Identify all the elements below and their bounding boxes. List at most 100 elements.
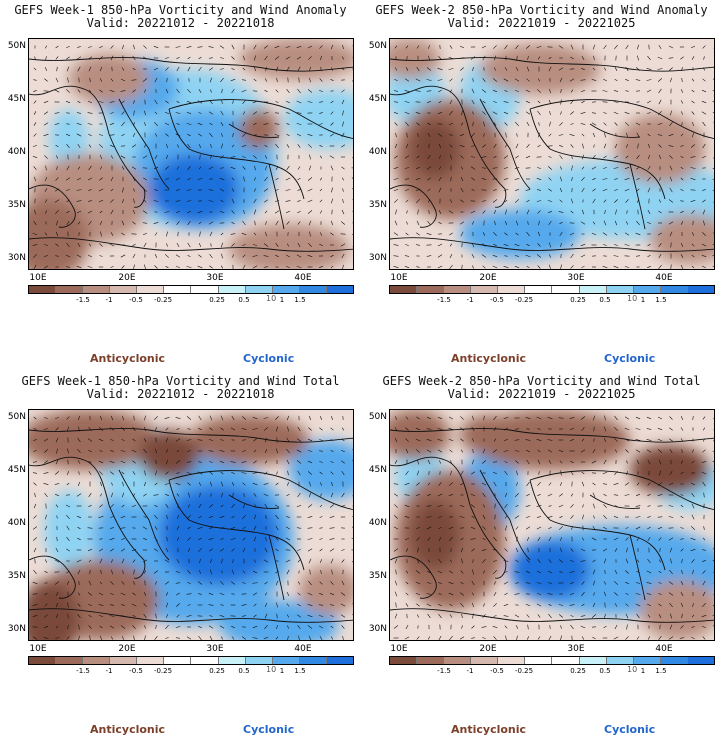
wind-arrow	[471, 471, 475, 475]
wind-arrow	[559, 222, 563, 224]
wind-arrow	[615, 209, 617, 215]
wind-arrow	[43, 145, 49, 147]
wind-arrow	[254, 220, 256, 226]
wind-arrow	[626, 471, 628, 475]
wind-arrow	[76, 200, 82, 202]
wind-arrow	[537, 100, 541, 104]
wind-arrow	[307, 210, 313, 214]
wind-arrow	[427, 122, 431, 126]
wind-arrow	[198, 221, 202, 225]
wind-arrow	[308, 220, 312, 226]
wind-arrow	[132, 132, 136, 138]
coastline	[29, 85, 146, 208]
wind-arrow	[636, 613, 640, 619]
wind-arrow	[537, 494, 541, 496]
wind-arrow	[175, 460, 181, 464]
wind-arrow	[43, 255, 49, 257]
wind-arrow	[220, 77, 224, 83]
wind-arrow	[209, 155, 213, 159]
wind-arrow	[570, 44, 574, 50]
wind-arrow	[625, 44, 629, 50]
wind-arrow	[503, 581, 509, 585]
coastline	[29, 237, 353, 252]
wind-arrow	[230, 233, 236, 235]
wind-arrow	[581, 537, 585, 541]
wind-arrow	[426, 526, 432, 530]
wind-arrow	[264, 581, 268, 585]
wind-arrow	[591, 79, 597, 81]
wind-arrow	[393, 232, 399, 236]
lat-label-35n: 35N	[7, 200, 26, 210]
wind-arrow	[482, 100, 486, 104]
wind-arrow	[221, 133, 223, 137]
wind-arrow	[558, 45, 564, 49]
wind-arrow	[404, 101, 410, 103]
wind-arrow	[701, 100, 707, 104]
wind-arrow	[438, 56, 442, 60]
wind-arrow	[703, 427, 705, 431]
wind-arrow	[298, 635, 300, 640]
wind-arrow	[242, 67, 246, 71]
wind-arrow	[438, 558, 442, 564]
wind-arrow	[482, 559, 486, 563]
wind-arrow	[275, 177, 279, 181]
wind-arrow	[351, 526, 353, 528]
wind-arrow	[493, 438, 497, 442]
wind-arrow	[548, 166, 552, 170]
wind-arrow	[263, 188, 269, 192]
wind-arrow	[680, 581, 684, 585]
scale-swatch	[390, 286, 418, 293]
wind-arrow	[209, 265, 213, 269]
wind-arrow	[558, 134, 564, 136]
scale-tick: -0.25	[514, 296, 534, 304]
wind-arrow	[307, 254, 313, 258]
wind-arrow	[647, 112, 651, 114]
wind-arrow	[166, 231, 168, 237]
wind-arrow	[307, 592, 313, 596]
wind-arrow	[110, 232, 114, 236]
wind-arrow	[416, 45, 420, 49]
wind-arrow	[44, 188, 48, 192]
wind-arrow	[603, 67, 607, 71]
wind-arrow	[297, 221, 301, 225]
wind-arrow	[54, 559, 60, 563]
wind-arrow	[592, 559, 596, 563]
wind-arrow	[153, 570, 159, 574]
wind-arrow	[448, 494, 454, 496]
wind-arrow	[99, 89, 103, 93]
wind-arrow	[165, 503, 169, 509]
scale-swatch	[606, 286, 634, 293]
wind-arrow	[319, 55, 323, 61]
wind-arrow	[76, 266, 82, 268]
wind-arrow	[548, 459, 552, 465]
wind-arrow	[437, 417, 443, 419]
wind-arrow	[494, 67, 496, 71]
wind-arrow	[186, 472, 192, 474]
wind-arrow	[308, 635, 312, 640]
wind-arrow	[241, 79, 247, 81]
wind-arrow	[166, 614, 168, 618]
wind-arrow	[416, 66, 420, 72]
wind-arrow	[636, 459, 640, 465]
wind-arrow	[559, 515, 563, 519]
wind-arrow	[219, 177, 225, 181]
wind-arrow	[276, 448, 278, 454]
wind-arrow	[668, 221, 674, 225]
wind-arrow	[275, 548, 279, 552]
wind-arrow	[681, 122, 683, 126]
lon-label-40e: 40E	[294, 273, 312, 283]
wind-arrow	[558, 67, 564, 71]
wind-arrow	[99, 243, 103, 247]
wind-arrow	[493, 426, 497, 432]
wind-arrow	[691, 493, 695, 497]
wind-arrow	[276, 77, 278, 83]
wind-arrow	[713, 67, 714, 68]
wind-arrow	[65, 254, 71, 258]
wind-arrow	[603, 112, 607, 114]
wind-arrow	[308, 242, 312, 248]
wind-arrow	[220, 481, 224, 487]
wind-arrow	[481, 549, 487, 551]
wind-arrow	[330, 165, 334, 171]
wind-arrow	[417, 144, 419, 148]
wind-arrow	[503, 178, 509, 180]
